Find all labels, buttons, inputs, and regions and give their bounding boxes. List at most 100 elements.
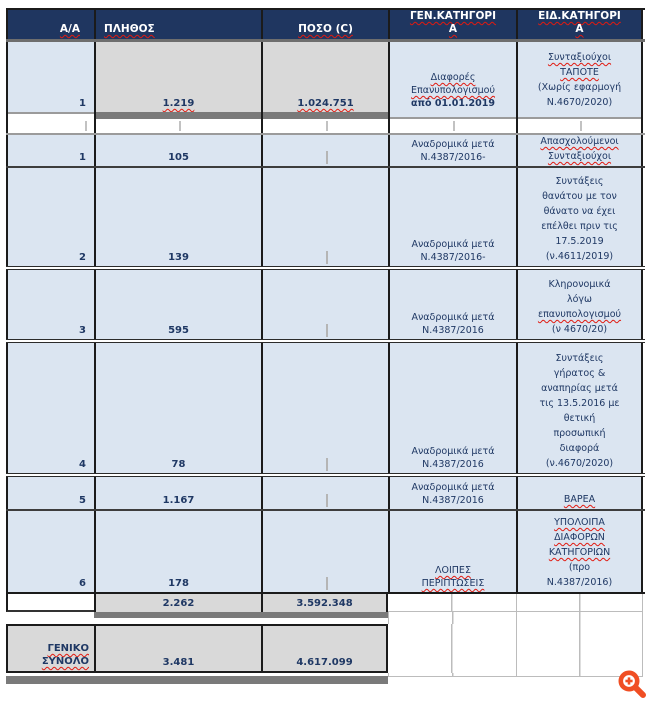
empty-grid-cell xyxy=(516,624,643,673)
gap-cell xyxy=(6,618,94,624)
eid-category-line: Συνταξιούχοι xyxy=(547,52,612,63)
eid-category-line: (ν 4670/20) xyxy=(551,324,608,335)
empty-grid-cell xyxy=(516,594,643,612)
gen-category-text: Διαφορές Επανυπολογισμού από 01.01.2019 xyxy=(390,71,516,110)
grand-total-label: ΓΕΝΙΚΟ ΣΥΝΟΛΟ xyxy=(6,624,94,673)
cell-aa: 1 xyxy=(6,42,94,112)
grand-total-row: ΓΕΝΙΚΟ ΣΥΝΟΛΟ 3.481 4.617.099 xyxy=(6,624,645,673)
subtotal-amount: 3.592.348 xyxy=(261,594,388,612)
gap-cell xyxy=(261,673,388,676)
spacer-row xyxy=(6,112,645,135)
table-row: 3 595 Αναδρομικά μετά Ν.4387/2016 Κληρον… xyxy=(6,270,645,343)
gap-row xyxy=(6,618,645,624)
pension-categories-table: Α/Α ΠΛΗΘΟΣ ΠΟΣΟ (C) ΓΕΝ.ΚΑΤΗΓΟΡΙ Α ΕΙΔ.Κ… xyxy=(6,8,645,684)
magnifier-plus-icon xyxy=(618,670,646,698)
empty-grid-cell xyxy=(516,618,643,624)
cell-eid-category: ΥΠΟΛΟΙΠΑ ΔΙΑΦΟΡΩΝ ΚΑΤΗΓΟΡΙΩΝ (προ Ν.4387… xyxy=(516,511,643,592)
gap-cell xyxy=(94,673,261,676)
bottom-shadow-row xyxy=(6,676,645,684)
cell-eid-category: Συνταξιούχοι ΤΑΠΟΤΕ (Χωρίς εφαρμογή Ν.46… xyxy=(516,42,643,112)
cell-count: 139 xyxy=(94,168,261,266)
eid-category-line: (προ Ν.4387/2016) xyxy=(546,562,613,588)
table-row: 4 78 Αναδρομικά μετά Ν.4387/2016 Συντάξε… xyxy=(6,343,645,477)
cell-eid-category: Συντάξεις γήρατος & αναπηρίας μετά τις 1… xyxy=(516,343,643,473)
gap-cell xyxy=(94,618,261,624)
eid-category-line: Κληρονομικά λόγω xyxy=(548,279,611,305)
cell-amount-empty xyxy=(261,511,388,592)
shadow-strip-cell xyxy=(261,676,388,684)
table-row: 5 1.167 Αναδρομικά μετά Ν.4387/2016 ΒΑΡΕ… xyxy=(6,477,645,511)
shadow-strip-cell xyxy=(261,612,388,618)
header-cell-eid-katigoria: ΕΙΔ.ΚΑΤΗΓΟΡΙ Α xyxy=(516,10,643,39)
shadow-strip-cell xyxy=(94,612,261,618)
cell-gen-category: Αναδρομικά μετά Ν.4387/2016 xyxy=(388,270,516,339)
spacer-cell xyxy=(516,112,643,133)
table-header-row: Α/Α ΠΛΗΘΟΣ ΠΟΣΟ (C) ΓΕΝ.ΚΑΤΗΓΟΡΙ Α ΕΙΔ.Κ… xyxy=(6,8,645,42)
cell-count: 178 xyxy=(94,511,261,592)
gap-cell xyxy=(261,618,388,624)
cell-eid-category: Συντάξεις θανάτου με τον θάνατο να έχει … xyxy=(516,168,643,266)
cell-eid-category: ΒΑΡΕΑ xyxy=(516,477,643,509)
cell-count: 78 xyxy=(94,343,261,473)
shadow-strip-cell xyxy=(94,676,261,684)
cell-amount-empty xyxy=(261,168,388,266)
table-row: 6 178 ΛΟΙΠΕΣ ΠΕΡΙΠΤΩΣΕΙΣ ΥΠΟΛΟΙΠΑ ΔΙΑΦΟΡ… xyxy=(6,511,645,594)
empty-grid-cell xyxy=(388,612,516,618)
empty-grid-cell xyxy=(388,618,516,624)
shadow-strip-cell xyxy=(6,676,94,684)
shadow-strip-cell xyxy=(6,612,94,618)
subtotal-count: 2.262 xyxy=(94,594,261,612)
header-cell-gen-katigoria: ΓΕΝ.ΚΑΤΗΓΟΡΙ Α xyxy=(388,10,516,39)
cell-count: 105 xyxy=(94,135,261,166)
table-row: 1 105 Αναδρομικά μετά Ν.4387/2016- Απασχ… xyxy=(6,135,645,168)
cell-gen-category: Αναδρομικά μετά Ν.4387/2016 xyxy=(388,477,516,509)
empty-grid-cell xyxy=(388,594,516,612)
subtotal-row: 2.262 3.592.348 xyxy=(6,594,645,612)
cell-amount-empty xyxy=(261,343,388,473)
empty-grid-cell xyxy=(388,624,516,673)
cell-gen-category: ΛΟΙΠΕΣ ΠΕΡΙΠΤΩΣΕΙΣ xyxy=(388,511,516,592)
empty-grid-cell xyxy=(388,673,516,676)
spacer-cell xyxy=(94,112,261,133)
spacer-cell xyxy=(388,112,516,133)
cell-gen-category: Αναδρομικά μετά Ν.4387/2016- xyxy=(388,168,516,266)
cell-aa: 6 xyxy=(6,511,94,592)
eid-category-line: ΤΑΠΟΤΕ xyxy=(560,67,599,78)
cell-aa: 2 xyxy=(6,168,94,266)
grid-end-cell xyxy=(516,676,643,684)
cell-gen-category: Διαφορές Επανυπολογισμού από 01.01.2019 xyxy=(388,42,516,112)
cell-amount-empty xyxy=(261,477,388,509)
cell-aa: 3 xyxy=(6,270,94,339)
header-cell-poso: ΠΟΣΟ (C) xyxy=(261,10,388,39)
cell-eid-category: Απασχολούμενοι Συνταξιούχοι xyxy=(516,135,643,166)
eid-category-text: Συνταξιούχοι ΤΑΠΟΤΕ (Χωρίς εφαρμογή Ν.46… xyxy=(518,50,641,110)
cell-gen-category: Αναδρομικά μετά Ν.4387/2016- xyxy=(388,135,516,166)
gen-category-date: από 01.01.2019 xyxy=(411,98,495,109)
eid-category-line: επανυπολογισμού xyxy=(537,309,622,320)
eid-category-line: ΥΠΟΛΟΙΠΑ ΔΙΑΦΟΡΩΝ ΚΑΤΗΓΟΡΙΩΝ xyxy=(548,517,611,558)
header-cell-aa: Α/Α xyxy=(6,10,94,39)
cell-eid-category: Κληρονομικά λόγω επανυπολογισμού (ν 4670… xyxy=(516,270,643,339)
cell-count: 595 xyxy=(94,270,261,339)
spacer-cell xyxy=(261,112,388,133)
eid-category-text: ΥΠΟΛΟΙΠΑ ΔΙΑΦΟΡΩΝ ΚΑΤΗΓΟΡΙΩΝ (προ Ν.4387… xyxy=(518,515,641,590)
cell-aa: 5 xyxy=(6,477,94,509)
grand-total-count: 3.481 xyxy=(94,624,261,673)
subtotal-empty-cell xyxy=(6,594,94,612)
header-cell-plithos: ΠΛΗΘΟΣ xyxy=(94,10,261,39)
cell-amount-empty xyxy=(261,135,388,166)
shadow-strip-row xyxy=(6,612,645,618)
gen-category-line: Διαφορές Επανυπολογισμού xyxy=(411,72,495,96)
cell-aa: 4 xyxy=(6,343,94,473)
zoom-in-icon[interactable] xyxy=(616,668,648,700)
empty-grid-cell xyxy=(516,612,643,618)
eid-category-line: (Χωρίς εφαρμογή Ν.4670/2020) xyxy=(537,82,622,108)
eid-category-text: Κληρονομικά λόγω επανυπολογισμού (ν 4670… xyxy=(518,277,641,337)
cell-aa: 1 xyxy=(6,135,94,166)
cell-amount-empty xyxy=(261,270,388,339)
grid-end-cell xyxy=(388,676,516,684)
table-row: 1 1.219 1.024.751 Διαφορές Επανυπολογισμ… xyxy=(6,42,645,112)
empty-grid-cell xyxy=(516,673,643,676)
cell-count: 1.167 xyxy=(94,477,261,509)
grand-total-amount: 4.617.099 xyxy=(261,624,388,673)
